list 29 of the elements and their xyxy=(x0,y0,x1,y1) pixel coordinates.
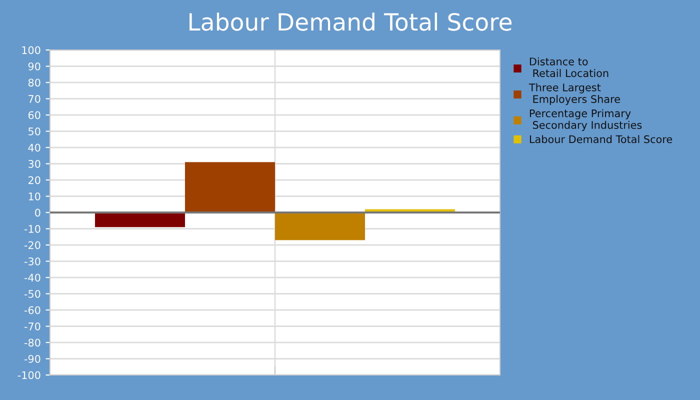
y-tick-label: 40 xyxy=(28,144,40,152)
y-tick-label: 60 xyxy=(28,111,40,120)
y-tick-label: -10 xyxy=(24,224,40,233)
y-tick-label: 80 xyxy=(28,78,40,87)
chart-title: Labour Demand Total Score xyxy=(190,12,512,31)
y-tick-label: -80 xyxy=(24,338,40,347)
y-tick-label: -100 xyxy=(18,371,40,380)
legend-label: Three Largest Employers Share xyxy=(528,83,620,106)
bar xyxy=(95,212,185,228)
y-tick-label: -60 xyxy=(24,306,40,314)
y-tick-label: 30 xyxy=(28,160,40,168)
y-tick-label: -30 xyxy=(24,257,40,266)
legend-label: Percentage Primary Secondary Industries xyxy=(530,109,642,131)
y-tick-label: 70 xyxy=(28,94,40,103)
y-tick-label: 0 xyxy=(35,208,40,217)
legend-label: Labour Demand Total Score xyxy=(530,135,672,144)
y-tick-label: -70 xyxy=(24,322,40,330)
y-tick-label: -50 xyxy=(24,290,40,298)
y-tick-label: -20 xyxy=(24,241,40,250)
y-tick-label: 100 xyxy=(22,46,40,54)
y-tick-label: 50 xyxy=(28,127,40,136)
y-tick-label: -40 xyxy=(24,274,40,282)
y-tick-label: 10 xyxy=(28,192,40,200)
bar xyxy=(275,212,365,240)
y-tick-label: 20 xyxy=(28,176,40,184)
y-tick-label: 90 xyxy=(28,62,40,70)
legend-label: Distance to Retail Location xyxy=(530,57,608,78)
y-tick-label: -90 xyxy=(24,354,40,363)
bar xyxy=(185,162,275,212)
